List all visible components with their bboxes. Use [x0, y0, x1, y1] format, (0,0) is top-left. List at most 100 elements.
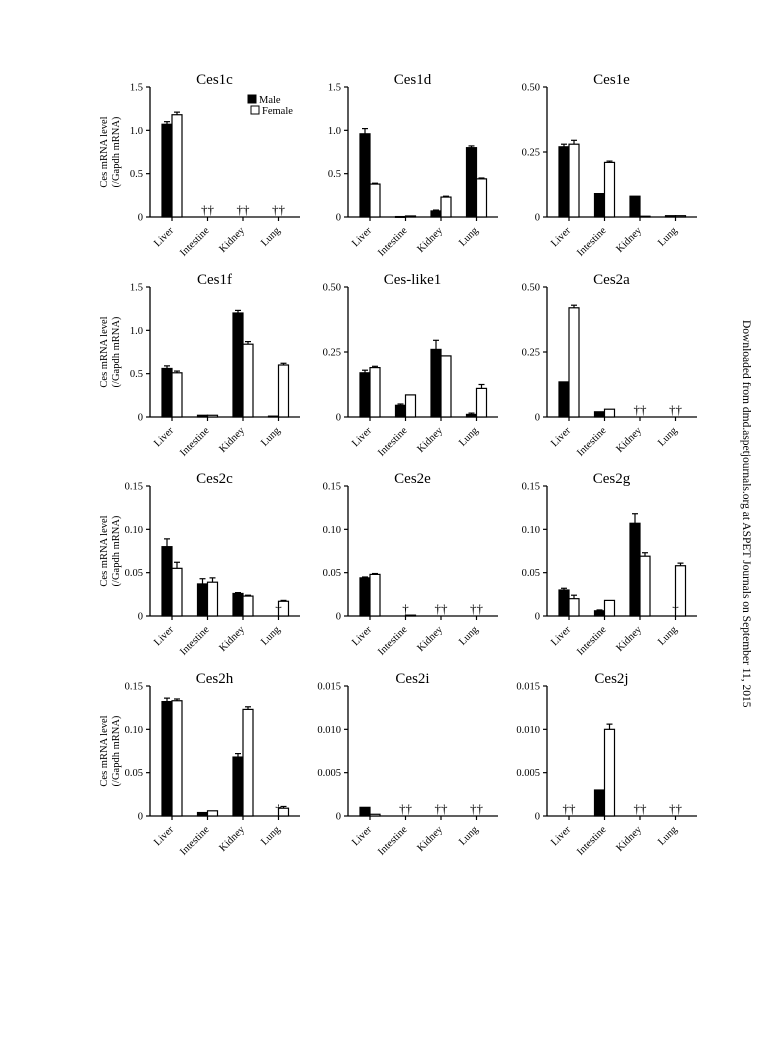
dagger-annotation: ††	[669, 402, 683, 417]
download-watermark: Downloaded from dmd.aspetjournals.org at…	[740, 320, 752, 708]
y-tick-label: 0	[535, 413, 540, 424]
y-tick-label: 0.25	[522, 348, 540, 359]
y-tick-label: 0.50	[323, 283, 341, 294]
x-tick-label: Intestine	[178, 425, 212, 459]
y-tick-label: 0.15	[522, 482, 540, 493]
x-tick-label: Liver	[152, 624, 176, 648]
y-tick-label: 0.15	[125, 682, 143, 693]
dagger-annotation: ††	[399, 801, 413, 816]
bar-female	[171, 372, 183, 418]
bar-male	[558, 381, 570, 418]
y-axis-label-line: (/Gapdh mRNA)	[111, 116, 122, 187]
dagger-annotation: ††	[470, 601, 484, 616]
bar-female	[639, 215, 651, 218]
bar-male	[232, 592, 244, 617]
panel-title: Ces1c	[196, 72, 233, 88]
dagger-annotation: †	[402, 601, 409, 616]
y-axis-label-line: Ces mRNA level	[99, 116, 110, 187]
x-tick-label: Liver	[350, 225, 374, 249]
panel-title: Ces2j	[594, 671, 628, 687]
y-tick-label: 0.005	[317, 768, 341, 779]
x-tick-label: Intestine	[575, 624, 609, 658]
bar-female	[242, 595, 254, 617]
x-tick-label: Kidney	[217, 624, 247, 654]
y-tick-label: 0.05	[522, 568, 540, 579]
y-tick-label: 0.15	[125, 482, 143, 493]
dagger-annotation: ††	[563, 801, 577, 816]
bar-female	[440, 196, 452, 218]
y-tick-label: 0.010	[516, 725, 540, 736]
y-tick-label: 1.0	[328, 126, 341, 137]
x-tick-label: Kidney	[415, 425, 445, 455]
bar-male	[359, 577, 371, 617]
bar-male	[196, 811, 209, 817]
dagger-annotation: ††	[470, 801, 484, 816]
x-tick-label: Intestine	[178, 624, 212, 658]
x-tick-label: Lung	[259, 225, 283, 249]
y-tick-label: 0.05	[323, 568, 341, 579]
x-tick-label: Liver	[152, 824, 176, 848]
bar-female	[277, 364, 290, 418]
x-tick-label: Lung	[457, 824, 481, 848]
y-tick-label: 1.5	[328, 83, 341, 94]
x-tick-label: Lung	[457, 225, 481, 249]
bar-female	[603, 161, 616, 218]
dagger-annotation: ††	[634, 402, 648, 417]
y-tick-label: 0.25	[522, 148, 540, 159]
dagger-annotation: ††	[272, 202, 286, 217]
x-tick-label: Lung	[457, 624, 481, 648]
y-tick-label: 0.015	[317, 682, 341, 693]
y-tick-label: 0.10	[125, 725, 143, 736]
bar-female	[369, 367, 381, 418]
x-tick-label: Intestine	[178, 225, 212, 259]
x-tick-label: Intestine	[376, 225, 410, 259]
y-axis-label-line: (/Gapdh mRNA)	[111, 515, 122, 586]
dagger-annotation: †	[275, 801, 282, 816]
y-tick-label: 0.005	[516, 768, 540, 779]
x-tick-label: Liver	[549, 425, 573, 449]
bar-male	[664, 215, 677, 218]
x-tick-label: Lung	[656, 824, 680, 848]
x-tick-label: Lung	[259, 824, 283, 848]
bar-male	[593, 193, 606, 218]
y-tick-label: 0	[138, 413, 143, 424]
bar-female	[674, 215, 687, 218]
dagger-annotation: ††	[237, 202, 251, 217]
dagger-annotation: †	[672, 601, 679, 616]
y-axis-label: Ces mRNA level(/Gapdh mRNA)	[99, 515, 122, 587]
y-axis-label-line: (/Gapdh mRNA)	[111, 715, 122, 786]
bar-female	[171, 700, 183, 817]
y-tick-label: 0	[336, 612, 341, 623]
bar-male	[267, 415, 280, 418]
y-tick-label: 1.5	[130, 83, 143, 94]
bar-male	[359, 806, 371, 817]
x-tick-label: Kidney	[415, 824, 445, 854]
y-tick-label: 0.5	[328, 169, 341, 180]
bar-male	[161, 367, 173, 418]
x-tick-label: Intestine	[575, 425, 609, 459]
panel-ces2g: Ces2g 0 0.05 0.10 0.15 Liver Intestine Kidney Lu…	[522, 471, 697, 658]
bar-female	[242, 708, 254, 817]
x-tick-label: Intestine	[178, 824, 212, 858]
x-tick-label: Liver	[549, 624, 573, 648]
bar-male	[359, 133, 371, 218]
bar-male	[161, 123, 173, 218]
bar-male	[465, 147, 478, 218]
y-tick-label: 0.015	[516, 682, 540, 693]
y-tick-label: 0.010	[317, 725, 341, 736]
y-tick-label: 0.10	[323, 525, 341, 536]
bar-male	[430, 348, 442, 418]
y-tick-label: 1.5	[130, 283, 143, 294]
bar-male	[629, 195, 641, 218]
bar-female	[171, 114, 183, 218]
y-tick-label: 0.25	[323, 348, 341, 359]
x-tick-label: Liver	[350, 824, 374, 848]
panel-ces2h: Ces2h 0 0.05 0.10 0.15 Liver Intestine Kidney Lu…	[99, 671, 300, 858]
y-tick-label: 0	[336, 213, 341, 224]
bar-female	[404, 394, 417, 418]
y-axis-label-line: Ces mRNA level	[99, 715, 110, 786]
y-axis-label-line: (/Gapdh mRNA)	[111, 316, 122, 387]
bar-female	[242, 343, 254, 418]
bar-male	[196, 414, 209, 418]
